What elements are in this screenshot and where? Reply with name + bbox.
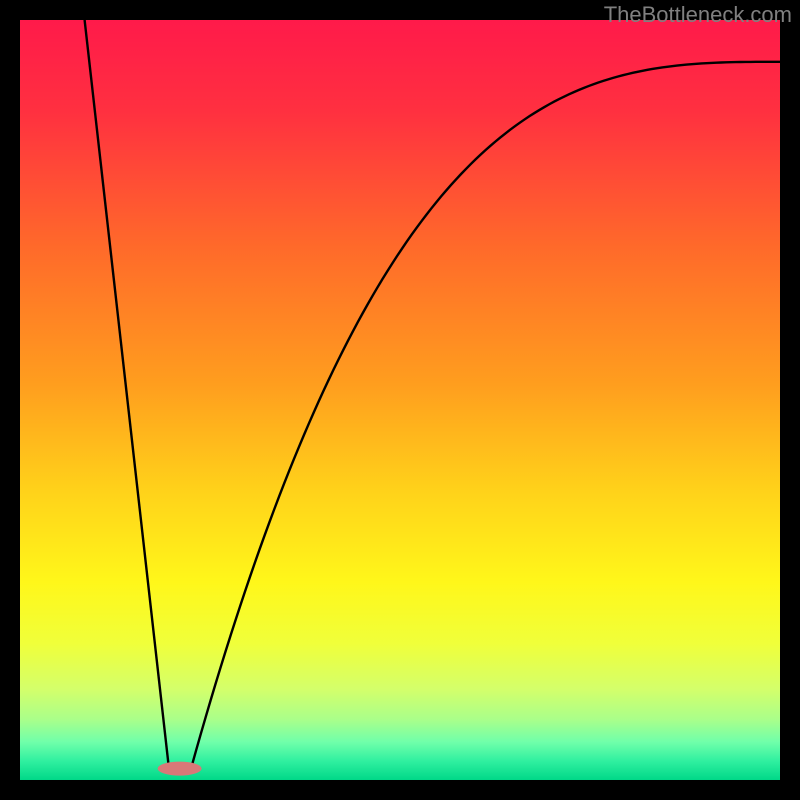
chart-canvas: [0, 0, 800, 800]
watermark-text: TheBottleneck.com: [604, 2, 792, 28]
plot-background: [20, 20, 780, 780]
bottleneck-chart: TheBottleneck.com: [0, 0, 800, 800]
optimal-marker: [158, 762, 202, 776]
